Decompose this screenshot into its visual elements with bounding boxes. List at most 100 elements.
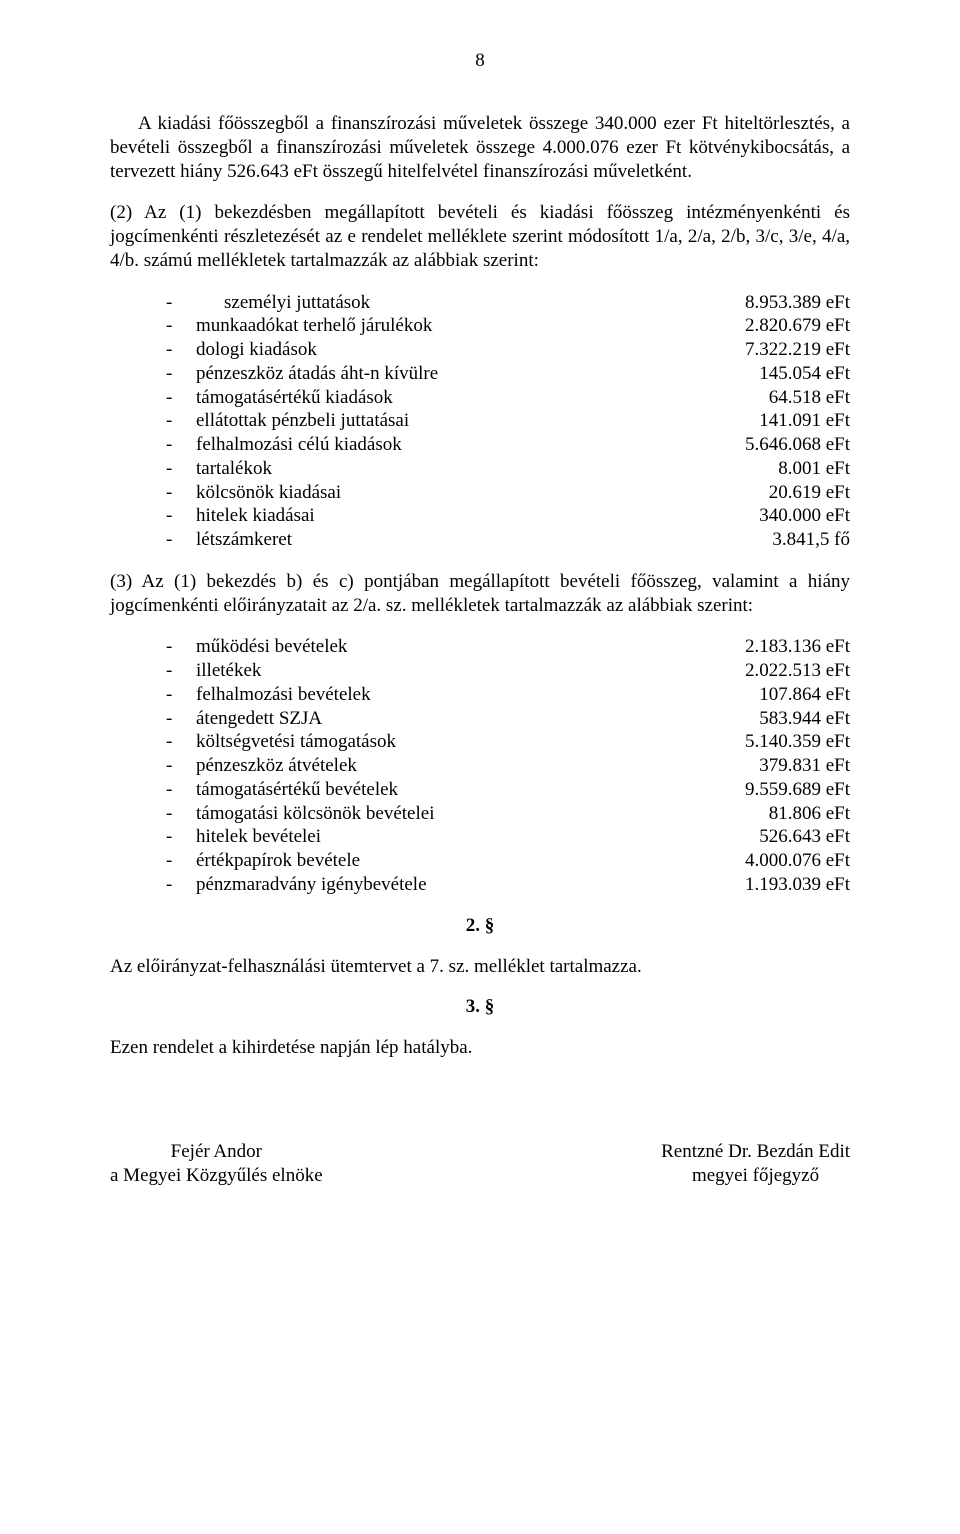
dash-bullet: - <box>166 873 196 897</box>
dash-bullet: - <box>166 409 196 433</box>
list-item-value: 340.000 eFt <box>690 504 850 528</box>
sig-right-title: megyei főjegyző <box>661 1164 850 1188</box>
signature-right: Rentzné Dr. Bezdán Edit megyei főjegyző <box>661 1140 850 1188</box>
list-item: -munkaadókat terhelő járulékok2.820.679 … <box>110 314 850 338</box>
dash-bullet: - <box>166 362 196 386</box>
list-item: -hitelek bevételei526.643 eFt <box>110 825 850 849</box>
list-item-label: felhalmozási célú kiadások <box>196 433 690 457</box>
list-item-label: hitelek kiadásai <box>196 504 690 528</box>
dash-bullet: - <box>166 528 196 552</box>
dash-bullet: - <box>166 849 196 873</box>
list-item-label: személyi juttatások <box>196 291 690 315</box>
dash-bullet: - <box>166 481 196 505</box>
dash-bullet: - <box>166 730 196 754</box>
list-item-label: munkaadókat terhelő járulékok <box>196 314 690 338</box>
list-item-value: 2.183.136 eFt <box>690 635 850 659</box>
list-item: -tartalékok8.001 eFt <box>110 457 850 481</box>
dash-bullet: - <box>166 433 196 457</box>
list-item-value: 5.646.068 eFt <box>690 433 850 457</box>
list-item: -értékpapírok bevétele4.000.076 eFt <box>110 849 850 873</box>
list-item: -kölcsönök kiadásai20.619 eFt <box>110 481 850 505</box>
dash-bullet: - <box>166 386 196 410</box>
list-item-label: költségvetési támogatások <box>196 730 690 754</box>
list-item: -felhalmozási célú kiadások5.646.068 eFt <box>110 433 850 457</box>
list-item-value: 20.619 eFt <box>690 481 850 505</box>
list-item-label: értékpapírok bevétele <box>196 849 690 873</box>
list-item-value: 145.054 eFt <box>690 362 850 386</box>
sig-left-name: Fejér Andor <box>110 1140 323 1164</box>
dash-bullet: - <box>166 635 196 659</box>
list-item: -személyi juttatások8.953.389 eFt <box>110 291 850 315</box>
list-item-value: 8.953.389 eFt <box>690 291 850 315</box>
list-item-value: 8.001 eFt <box>690 457 850 481</box>
list-item-value: 141.091 eFt <box>690 409 850 433</box>
dash-bullet: - <box>166 457 196 481</box>
list-item-label: hitelek bevételei <box>196 825 690 849</box>
revenue-list: -működési bevételek2.183.136 eFt-illeték… <box>110 635 850 896</box>
list-item-label: illetékek <box>196 659 690 683</box>
list-item-value: 4.000.076 eFt <box>690 849 850 873</box>
dash-bullet: - <box>166 683 196 707</box>
list-item: -felhalmozási bevételek107.864 eFt <box>110 683 850 707</box>
list-item-label: ellátottak pénzbeli juttatásai <box>196 409 690 433</box>
expenditure-list: -személyi juttatások8.953.389 eFt-munkaa… <box>110 291 850 552</box>
paragraph-2: (2) Az (1) bekezdésben megállapított bev… <box>110 201 850 272</box>
list-item: -támogatási kölcsönök bevételei81.806 eF… <box>110 802 850 826</box>
list-item-label: pénzeszköz átadás áht-n kívülre <box>196 362 690 386</box>
list-item-value: 5.140.359 eFt <box>690 730 850 754</box>
dash-bullet: - <box>166 707 196 731</box>
paragraph-4: Az előirányzat-felhasználási ütemtervet … <box>110 955 850 979</box>
list-item-label: támogatási kölcsönök bevételei <box>196 802 690 826</box>
list-item-label: tartalékok <box>196 457 690 481</box>
list-item-label: támogatásértékű kiadások <box>196 386 690 410</box>
list-item-value: 526.643 eFt <box>690 825 850 849</box>
dash-bullet: - <box>166 504 196 528</box>
list-item: -működési bevételek2.183.136 eFt <box>110 635 850 659</box>
dash-bullet: - <box>166 338 196 362</box>
section-3-heading: 3. § <box>110 996 850 1018</box>
paragraph-1: A kiadási főösszegből a finanszírozási m… <box>110 112 850 183</box>
list-item: -hitelek kiadásai340.000 eFt <box>110 504 850 528</box>
sig-right-name: Rentzné Dr. Bezdán Edit <box>661 1140 850 1164</box>
signature-row: Fejér Andor a Megyei Közgyűlés elnöke Re… <box>110 1140 850 1188</box>
list-item-value: 2.820.679 eFt <box>690 314 850 338</box>
list-item: -költségvetési támogatások5.140.359 eFt <box>110 730 850 754</box>
list-item-value: 81.806 eFt <box>690 802 850 826</box>
dash-bullet: - <box>166 754 196 778</box>
dash-bullet: - <box>166 825 196 849</box>
list-item: -pénzeszköz átvételek379.831 eFt <box>110 754 850 778</box>
list-item-value: 3.841,5 fő <box>690 528 850 552</box>
dash-bullet: - <box>166 314 196 338</box>
list-item: -dologi kiadások7.322.219 eFt <box>110 338 850 362</box>
list-item: -ellátottak pénzbeli juttatásai141.091 e… <box>110 409 850 433</box>
list-item: -átengedett SZJA583.944 eFt <box>110 707 850 731</box>
list-item: -pénzeszköz átadás áht-n kívülre145.054 … <box>110 362 850 386</box>
signature-left: Fejér Andor a Megyei Közgyűlés elnöke <box>110 1140 323 1188</box>
list-item: -támogatásértékű kiadások64.518 eFt <box>110 386 850 410</box>
list-item-label: dologi kiadások <box>196 338 690 362</box>
dash-bullet: - <box>166 659 196 683</box>
list-item: -létszámkeret3.841,5 fő <box>110 528 850 552</box>
dash-bullet: - <box>166 778 196 802</box>
list-item-label: felhalmozási bevételek <box>196 683 690 707</box>
list-item-value: 1.193.039 eFt <box>690 873 850 897</box>
list-item-value: 379.831 eFt <box>690 754 850 778</box>
page-number: 8 <box>110 50 850 72</box>
list-item-label: átengedett SZJA <box>196 707 690 731</box>
list-item: -illetékek2.022.513 eFt <box>110 659 850 683</box>
list-item-value: 7.322.219 eFt <box>690 338 850 362</box>
list-item-value: 2.022.513 eFt <box>690 659 850 683</box>
list-item: -támogatásértékű bevételek9.559.689 eFt <box>110 778 850 802</box>
sig-left-title: a Megyei Közgyűlés elnöke <box>110 1164 323 1188</box>
dash-bullet: - <box>166 291 196 315</box>
list-item-label: kölcsönök kiadásai <box>196 481 690 505</box>
list-item-label: pénzmaradvány igénybevétele <box>196 873 690 897</box>
list-item-value: 64.518 eFt <box>690 386 850 410</box>
list-item-label: támogatásértékű bevételek <box>196 778 690 802</box>
page-container: 8 A kiadási főösszegből a finanszírozási… <box>0 0 960 1534</box>
section-2-heading: 2. § <box>110 915 850 937</box>
list-item: -pénzmaradvány igénybevétele1.193.039 eF… <box>110 873 850 897</box>
list-item-label: pénzeszköz átvételek <box>196 754 690 778</box>
list-item-value: 583.944 eFt <box>690 707 850 731</box>
list-item-label: létszámkeret <box>196 528 690 552</box>
